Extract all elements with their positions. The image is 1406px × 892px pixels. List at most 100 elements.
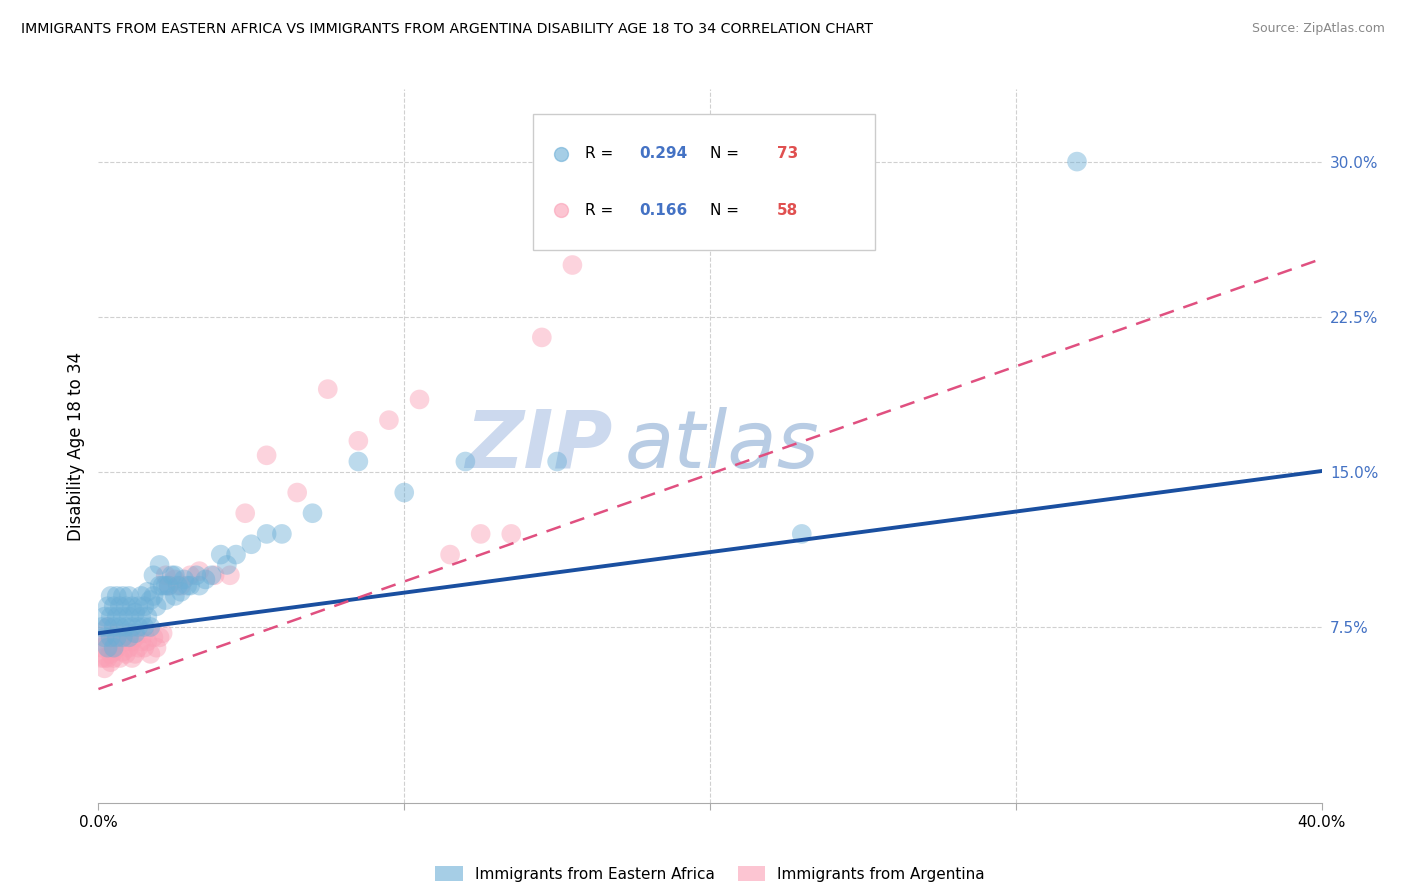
Point bbox=[170, 579, 193, 593]
Point bbox=[97, 620, 120, 634]
Point bbox=[121, 651, 143, 665]
Point bbox=[139, 620, 162, 634]
Text: Source: ZipAtlas.com: Source: ZipAtlas.com bbox=[1251, 22, 1385, 36]
Text: 0.166: 0.166 bbox=[640, 202, 688, 218]
Point bbox=[173, 573, 195, 587]
Point bbox=[139, 593, 162, 607]
Point bbox=[105, 640, 128, 655]
Point bbox=[176, 579, 198, 593]
Point bbox=[103, 640, 125, 655]
Point bbox=[347, 454, 370, 468]
Point bbox=[129, 609, 152, 624]
Point bbox=[90, 620, 112, 634]
Point bbox=[124, 606, 146, 620]
Point bbox=[301, 506, 323, 520]
Point bbox=[157, 579, 180, 593]
Point bbox=[103, 620, 125, 634]
Point bbox=[240, 537, 263, 551]
Point bbox=[134, 599, 156, 614]
Point bbox=[188, 579, 211, 593]
Point bbox=[93, 661, 115, 675]
Point bbox=[108, 620, 131, 634]
Point bbox=[111, 589, 134, 603]
Point bbox=[97, 634, 120, 648]
Point bbox=[103, 630, 125, 644]
Point bbox=[136, 584, 159, 599]
Point bbox=[127, 599, 149, 614]
Point bbox=[100, 589, 122, 603]
FancyBboxPatch shape bbox=[533, 114, 875, 250]
Point bbox=[256, 448, 278, 462]
Text: ZIP: ZIP bbox=[465, 407, 612, 485]
Point bbox=[454, 454, 477, 468]
Point bbox=[194, 573, 217, 587]
Point bbox=[179, 579, 201, 593]
Point bbox=[347, 434, 370, 448]
Point bbox=[111, 630, 134, 644]
Text: R =: R = bbox=[585, 146, 619, 161]
Point bbox=[93, 651, 115, 665]
Point bbox=[93, 634, 115, 648]
Point bbox=[219, 568, 242, 582]
Point bbox=[1066, 154, 1088, 169]
Point bbox=[225, 548, 247, 562]
Y-axis label: Disability Age 18 to 34: Disability Age 18 to 34 bbox=[66, 351, 84, 541]
Point bbox=[233, 506, 256, 520]
Point bbox=[139, 647, 162, 661]
Point bbox=[108, 634, 131, 648]
Point bbox=[204, 568, 226, 582]
Point bbox=[111, 609, 134, 624]
Point bbox=[93, 630, 115, 644]
Point bbox=[90, 651, 112, 665]
Point bbox=[149, 558, 172, 572]
Point bbox=[209, 548, 232, 562]
Point bbox=[115, 599, 138, 614]
Point bbox=[118, 640, 141, 655]
Point bbox=[118, 626, 141, 640]
Point bbox=[170, 584, 193, 599]
Point bbox=[142, 589, 165, 603]
Text: N =: N = bbox=[710, 146, 744, 161]
Point bbox=[152, 626, 174, 640]
Point bbox=[124, 626, 146, 640]
Point bbox=[108, 599, 131, 614]
Point bbox=[215, 558, 238, 572]
Text: 58: 58 bbox=[778, 202, 799, 218]
Point bbox=[530, 330, 553, 344]
Point bbox=[179, 568, 201, 582]
Point bbox=[103, 599, 125, 614]
Point bbox=[149, 579, 172, 593]
Point bbox=[134, 620, 156, 634]
Point bbox=[115, 620, 138, 634]
Point bbox=[124, 630, 146, 644]
Point bbox=[155, 593, 177, 607]
Point bbox=[124, 647, 146, 661]
Point bbox=[111, 630, 134, 644]
Point bbox=[152, 579, 174, 593]
Point bbox=[134, 626, 156, 640]
Point bbox=[142, 630, 165, 644]
Point bbox=[118, 630, 141, 644]
Point bbox=[163, 589, 186, 603]
Point bbox=[408, 392, 430, 407]
Point bbox=[561, 258, 583, 272]
Point bbox=[127, 620, 149, 634]
Point bbox=[115, 647, 138, 661]
Point bbox=[97, 599, 120, 614]
Point bbox=[145, 599, 167, 614]
Text: 73: 73 bbox=[778, 146, 799, 161]
Point bbox=[285, 485, 308, 500]
Point bbox=[167, 579, 190, 593]
Point bbox=[93, 609, 115, 624]
Point bbox=[134, 640, 156, 655]
Point bbox=[111, 645, 134, 659]
Point bbox=[108, 651, 131, 665]
Point bbox=[97, 651, 120, 665]
Point bbox=[142, 568, 165, 582]
Point bbox=[163, 568, 186, 582]
Point bbox=[155, 579, 177, 593]
Point bbox=[127, 640, 149, 655]
Text: atlas: atlas bbox=[624, 407, 820, 485]
Point bbox=[105, 630, 128, 644]
Point bbox=[105, 609, 128, 624]
